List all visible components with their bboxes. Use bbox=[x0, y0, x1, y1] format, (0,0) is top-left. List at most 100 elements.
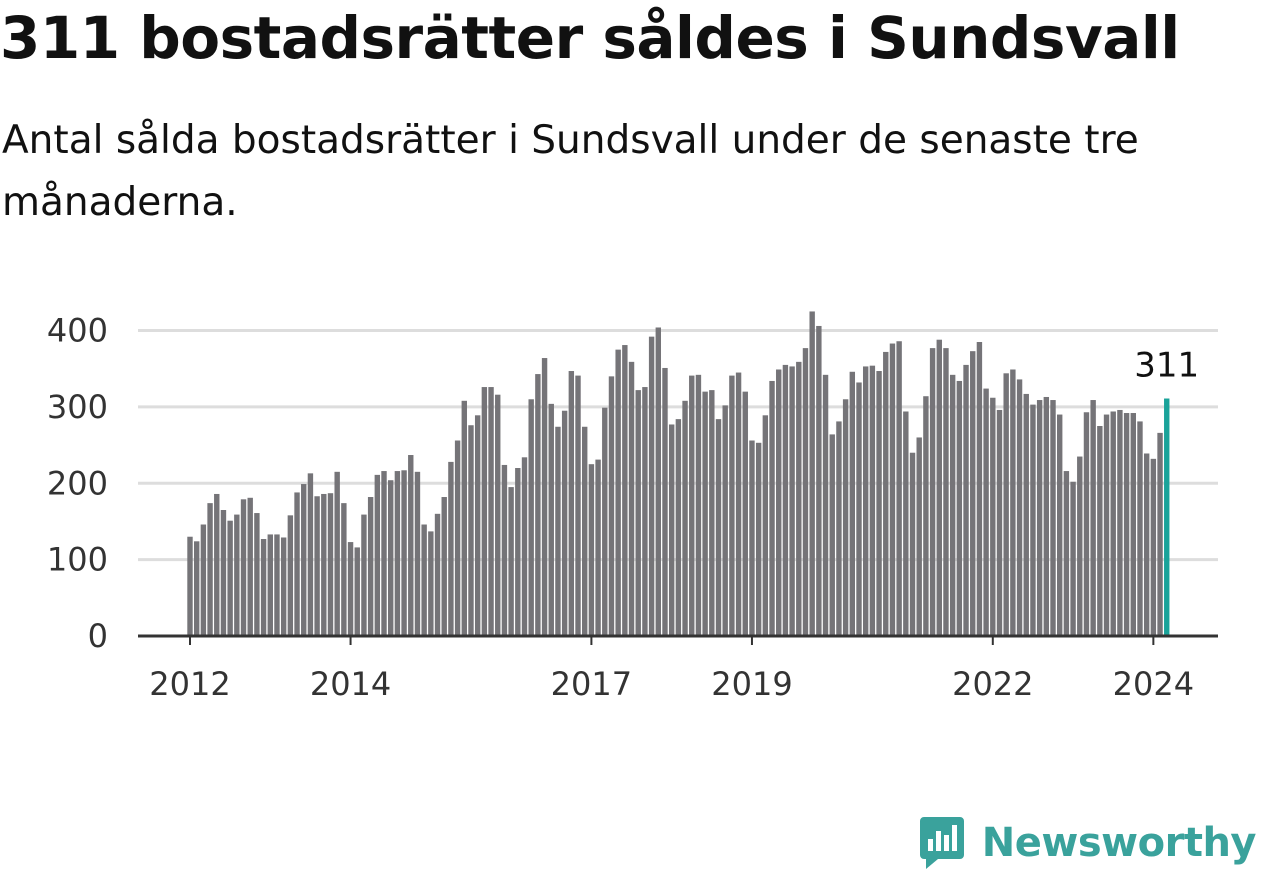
bar bbox=[187, 536, 193, 636]
bar bbox=[976, 342, 983, 636]
bar bbox=[796, 361, 802, 636]
bar bbox=[849, 371, 856, 636]
bar bbox=[769, 380, 775, 636]
bar bbox=[207, 503, 213, 636]
bar bbox=[474, 415, 481, 636]
highlight-value-label: 311 bbox=[1134, 346, 1199, 386]
bar bbox=[903, 411, 909, 636]
bar bbox=[1077, 456, 1083, 636]
bar bbox=[247, 497, 253, 636]
bar bbox=[916, 437, 922, 636]
bar bbox=[996, 409, 1003, 636]
bar bbox=[829, 434, 835, 636]
bar bbox=[394, 471, 401, 636]
bar bbox=[334, 471, 340, 636]
bar bbox=[214, 493, 220, 636]
bar bbox=[454, 440, 461, 636]
bar bbox=[408, 455, 414, 636]
bar bbox=[428, 531, 434, 636]
bar bbox=[481, 387, 488, 636]
bar-chart: 0 100 200 300 400 2012 2014 2017 2019 2022 2024 311 bbox=[47, 311, 1218, 703]
bar bbox=[648, 336, 655, 636]
bar bbox=[735, 372, 742, 636]
bar bbox=[280, 537, 287, 636]
bar bbox=[1137, 421, 1143, 636]
bar bbox=[742, 391, 748, 636]
bar bbox=[1123, 413, 1130, 636]
bar bbox=[608, 376, 615, 636]
bar bbox=[1130, 413, 1136, 636]
bar bbox=[200, 524, 207, 636]
bar bbox=[762, 415, 769, 636]
bar bbox=[414, 471, 421, 636]
bar bbox=[655, 327, 661, 636]
bar bbox=[595, 459, 601, 636]
bar bbox=[1103, 414, 1110, 636]
bar bbox=[836, 421, 842, 636]
bar bbox=[1010, 369, 1016, 636]
bar bbox=[789, 366, 795, 636]
bar bbox=[582, 426, 588, 636]
bar bbox=[388, 480, 394, 636]
bar bbox=[575, 375, 581, 636]
bar bbox=[923, 396, 929, 636]
bar bbox=[234, 514, 240, 636]
bar bbox=[782, 364, 789, 636]
bar bbox=[702, 391, 708, 636]
bar bbox=[682, 400, 688, 636]
bar bbox=[307, 473, 314, 636]
chart-title: 311 bostadsrätter såldes i Sundsvall bbox=[0, 4, 1180, 72]
bar bbox=[622, 345, 628, 636]
y-tick-label: 400 bbox=[47, 312, 108, 350]
bar bbox=[822, 374, 829, 636]
bar bbox=[1016, 379, 1023, 636]
bar bbox=[1097, 426, 1103, 636]
bar bbox=[889, 343, 896, 636]
bar bbox=[909, 452, 916, 636]
bar bbox=[1063, 471, 1070, 636]
bar bbox=[1030, 404, 1036, 636]
bar bbox=[495, 394, 501, 636]
bar bbox=[220, 510, 227, 636]
bar bbox=[488, 387, 494, 636]
bar bbox=[434, 513, 441, 636]
bar bbox=[441, 497, 447, 636]
bar bbox=[776, 369, 782, 636]
bar bbox=[1036, 400, 1043, 636]
brand-logo[interactable]: Newsworthy bbox=[918, 815, 1257, 871]
bar bbox=[729, 375, 735, 636]
y-tick-label: 300 bbox=[47, 388, 108, 426]
brand-name: Newsworthy bbox=[981, 820, 1257, 866]
bar bbox=[254, 513, 260, 636]
bar bbox=[809, 311, 815, 636]
bar bbox=[588, 464, 595, 636]
bar bbox=[535, 374, 541, 636]
bar bbox=[381, 471, 387, 636]
bar bbox=[421, 524, 427, 636]
x-tick-label: 2014 bbox=[310, 665, 391, 703]
bar bbox=[615, 349, 621, 636]
bar bbox=[1070, 481, 1076, 636]
bar bbox=[970, 351, 976, 636]
bar bbox=[896, 341, 902, 636]
highlight-bar bbox=[1164, 398, 1170, 636]
bar bbox=[936, 339, 942, 636]
bar bbox=[689, 375, 695, 636]
x-tick-label: 2012 bbox=[149, 665, 230, 703]
x-tick-label: 2019 bbox=[711, 665, 792, 703]
y-tick-label: 200 bbox=[47, 464, 108, 502]
bar bbox=[876, 371, 882, 636]
bar bbox=[374, 474, 381, 636]
bar bbox=[361, 514, 367, 636]
bar bbox=[240, 499, 247, 636]
bar bbox=[515, 468, 521, 636]
bar bbox=[816, 325, 822, 636]
bar bbox=[862, 366, 869, 636]
bar bbox=[943, 348, 949, 636]
bar bbox=[635, 390, 641, 636]
bar bbox=[929, 348, 936, 636]
bar bbox=[555, 426, 561, 636]
bar bbox=[367, 497, 374, 636]
bar bbox=[267, 534, 273, 636]
bar bbox=[274, 534, 280, 636]
